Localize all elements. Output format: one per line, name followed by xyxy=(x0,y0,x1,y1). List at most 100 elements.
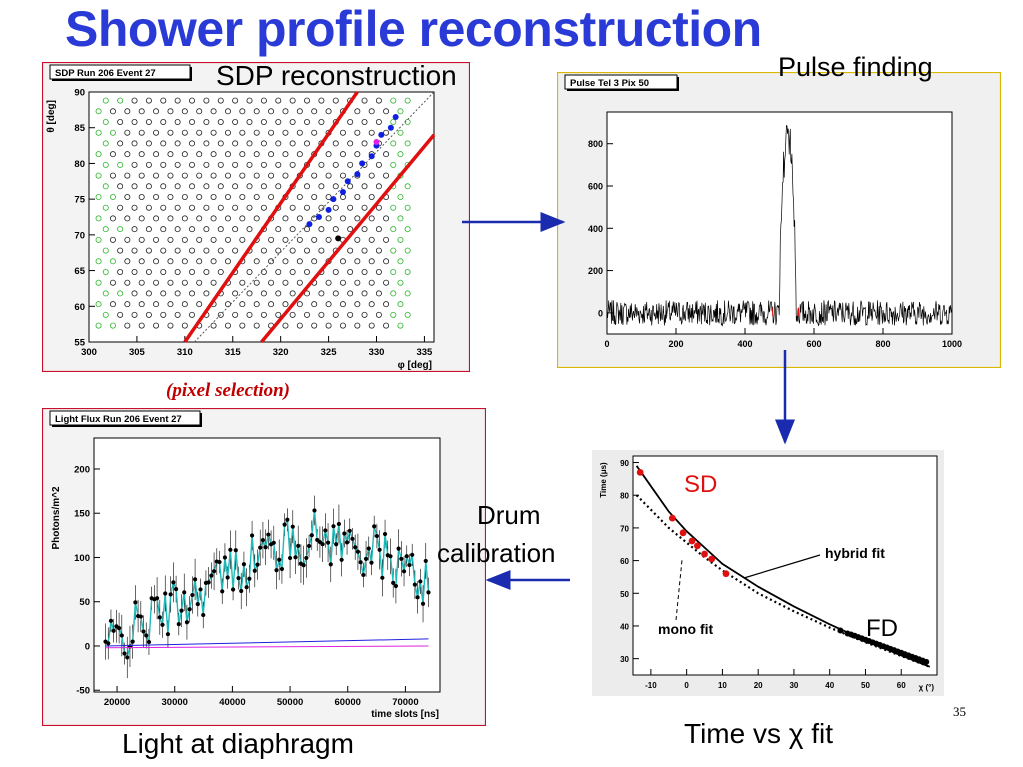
pixel-marker xyxy=(375,204,382,211)
pixel-marker xyxy=(131,204,138,211)
pixel-marker xyxy=(196,215,203,222)
pixel-marker xyxy=(232,97,239,104)
pixel-marker xyxy=(203,268,210,275)
pixel-marker xyxy=(189,140,196,147)
pixel-marker xyxy=(296,301,303,308)
selection-boundary-line-1 xyxy=(183,91,359,343)
x-tick-label: 330 xyxy=(369,347,385,358)
selected-pixel-blue xyxy=(330,196,337,203)
caption-drum-line1: Drum xyxy=(477,500,541,530)
pixel-marker xyxy=(368,322,375,329)
pixel-marker xyxy=(239,301,246,308)
pixel-marker xyxy=(160,97,167,104)
pixel-marker xyxy=(189,183,196,190)
pixel-marker xyxy=(145,247,152,254)
pixel-marker xyxy=(311,258,318,265)
pixel-marker xyxy=(181,322,188,329)
pixel-marker xyxy=(397,151,404,158)
pixel-marker xyxy=(102,290,109,297)
pixel-marker xyxy=(109,129,116,136)
pixel-marker xyxy=(189,290,196,297)
y-tick-label: 70 xyxy=(74,230,85,241)
pixel-marker xyxy=(131,311,138,318)
pixel-marker xyxy=(189,226,196,233)
pixel-marker xyxy=(95,215,102,222)
flux-point xyxy=(366,546,371,551)
pixel-marker xyxy=(160,311,167,318)
flux-point xyxy=(358,560,363,565)
pixel-marker xyxy=(232,311,239,318)
pixel-marker xyxy=(117,226,124,233)
y-tick-label: 80 xyxy=(620,492,629,501)
pixel-marker xyxy=(224,322,231,329)
y-tick-label: 60 xyxy=(620,557,629,566)
pulse-chart: 0 200 400 600 800 1000 0 200 400 600 800 Pulse Tel … xyxy=(557,72,1001,368)
sdp-y-axis-label: θ [deg] xyxy=(46,100,57,133)
pixel-marker xyxy=(282,108,289,115)
flux-point xyxy=(160,622,165,627)
pixel-marker xyxy=(311,301,318,308)
pixel-marker xyxy=(131,183,138,190)
pixel-marker xyxy=(167,301,174,308)
y-tick-label: 30 xyxy=(620,655,629,664)
pixel-marker xyxy=(196,172,203,179)
flux-point xyxy=(228,547,233,552)
x-tick-label: 200 xyxy=(668,339,683,349)
pixel-marker xyxy=(95,108,102,115)
selected-pixel-magenta xyxy=(373,139,380,145)
sdp-chart-title: SDP Run 206 Event 27 xyxy=(55,68,156,79)
pixel-marker xyxy=(361,290,368,297)
pixel-marker xyxy=(145,268,152,275)
flux-point xyxy=(312,508,317,513)
pixel-marker xyxy=(203,140,210,147)
flux-point xyxy=(404,554,409,559)
pixel-marker xyxy=(253,301,260,308)
flux-point xyxy=(190,592,195,598)
pixel-marker xyxy=(174,311,181,318)
mono-fit-label: mono fit xyxy=(658,621,714,637)
pixel-marker xyxy=(138,258,145,265)
flux-point xyxy=(157,615,162,620)
pixel-marker xyxy=(217,204,224,211)
pixel-marker xyxy=(354,279,361,286)
flux-point xyxy=(182,590,187,595)
pixel-marker xyxy=(160,140,167,147)
flux-point xyxy=(154,596,160,601)
pixel-marker xyxy=(189,119,196,126)
pixel-marker xyxy=(246,268,253,275)
pixel-marker xyxy=(339,129,346,136)
pixel-marker xyxy=(138,129,145,136)
y-tick-label: 85 xyxy=(74,123,85,134)
x-tick-label: 320 xyxy=(273,347,289,358)
pixel-marker xyxy=(224,151,231,158)
pixel-marker xyxy=(239,193,246,200)
pixel-marker xyxy=(304,290,311,297)
sdp-panel: 300 305 310 315 320 325 330 335 55 60 65 70 75 80 85 90… xyxy=(42,62,470,372)
pixel-marker xyxy=(138,108,145,115)
pixel-marker xyxy=(282,151,289,158)
pixel-marker xyxy=(354,236,361,243)
flux-point xyxy=(363,556,369,561)
flux-point xyxy=(374,533,380,539)
pixel-marker xyxy=(246,97,253,104)
flux-point xyxy=(342,531,347,536)
pixel-marker xyxy=(289,119,296,126)
pixel-marker xyxy=(354,258,361,265)
x-tick-label: 50000 xyxy=(277,697,303,708)
pixel-marker xyxy=(318,311,325,318)
pixel-marker xyxy=(203,290,210,297)
pixel-marker xyxy=(203,161,210,168)
pixel-marker xyxy=(181,279,188,286)
sd-point xyxy=(636,468,644,476)
fd-point xyxy=(837,627,844,634)
pixel-marker xyxy=(138,236,145,243)
pixel-marker xyxy=(239,236,246,243)
pixel-marker xyxy=(167,151,174,158)
pixel-marker xyxy=(268,151,275,158)
pixel-marker xyxy=(282,129,289,136)
pixel-marker xyxy=(124,172,131,179)
pixel-marker xyxy=(253,279,260,286)
pixel-marker xyxy=(224,172,231,179)
pixel-marker xyxy=(124,279,131,286)
y-tick-label: 90 xyxy=(620,459,629,468)
